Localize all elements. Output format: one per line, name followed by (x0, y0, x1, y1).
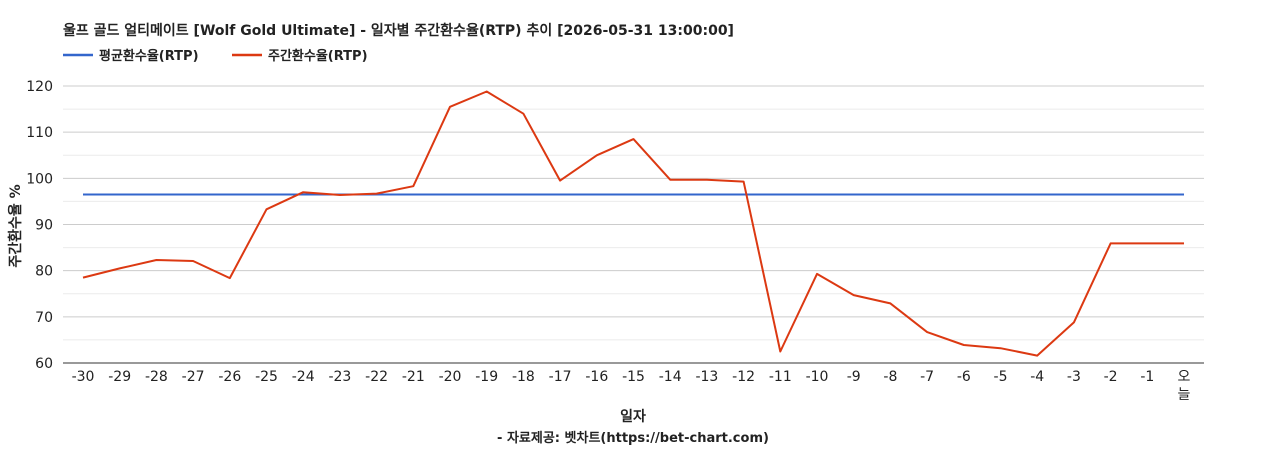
y-tick-label: 60 (35, 356, 53, 372)
x-axis-label: 일자 (620, 409, 646, 425)
x-tick-label: -26 (218, 369, 241, 385)
x-tick-label: -24 (292, 369, 315, 385)
y-tick-label: 90 (35, 218, 53, 234)
data-credit: - 자료제공: 벳차트(https://bet-chart.com) (497, 430, 769, 446)
y-axis-label: 주간환수율 % (7, 184, 24, 267)
x-tick-label: -18 (512, 369, 535, 385)
legend: 평균환수율(RTP) 주간환수율(RTP) (63, 48, 368, 64)
x-tick-label: -12 (732, 369, 755, 385)
x-tick-label: -8 (883, 369, 897, 385)
legend-item-average[interactable]: 평균환수율(RTP) (63, 48, 199, 64)
x-tick-label: -19 (475, 369, 498, 385)
series-line-weekly[interactable] (82, 90, 1184, 357)
x-tick-label: -1 (1140, 369, 1154, 385)
grid (63, 85, 1204, 364)
series (82, 90, 1184, 357)
y-axis-ticks: 60 70 80 90 100 110 120 (26, 79, 53, 372)
x-tick-label: -17 (549, 369, 572, 385)
x-tick-label: -6 (957, 369, 971, 385)
y-tick-label: 120 (26, 79, 53, 95)
legend-label-average: 평균환수율(RTP) (99, 48, 199, 64)
y-tick-label: 80 (35, 264, 53, 280)
chart-title: 울프 골드 얼티메이트 [Wolf Gold Ultimate] - 일자별 주… (63, 22, 734, 39)
x-tick-label: -3 (1067, 369, 1081, 385)
y-tick-label: 100 (26, 171, 53, 187)
x-tick-label: -30 (72, 369, 95, 385)
x-tick-label: -23 (328, 369, 351, 385)
y-tick-label: 70 (35, 310, 53, 326)
x-tick-label: -11 (769, 369, 792, 385)
x-tick-label: -13 (695, 369, 718, 385)
x-tick-label: -2 (1104, 369, 1118, 385)
x-tick-label: -4 (1030, 369, 1044, 385)
x-tick-label: -28 (145, 369, 168, 385)
x-tick-label: -22 (365, 369, 388, 385)
x-tick-label: -27 (182, 369, 205, 385)
x-tick-label: -29 (108, 369, 131, 385)
x-tick-label: -20 (439, 369, 462, 385)
x-tick-label: -15 (622, 369, 645, 385)
x-tick-label: -16 (585, 369, 608, 385)
x-tick-label: -25 (255, 369, 278, 385)
x-tick-label: -5 (994, 369, 1008, 385)
x-tick-label: -21 (402, 369, 425, 385)
x-tick-label: -14 (659, 369, 682, 385)
y-tick-label: 110 (26, 125, 53, 141)
x-axis-ticks: -30 -29 -28 -27 -26 -25 -24 -23 -22 -21 -20 -19 -18-… (72, 369, 1191, 403)
x-tick-label: -10 (806, 369, 829, 385)
x-tick-label: -7 (920, 369, 934, 385)
legend-item-weekly[interactable]: 주간환수율(RTP) (232, 48, 368, 64)
legend-label-weekly: 주간환수율(RTP) (268, 48, 368, 64)
x-tick-label: -9 (847, 369, 861, 385)
